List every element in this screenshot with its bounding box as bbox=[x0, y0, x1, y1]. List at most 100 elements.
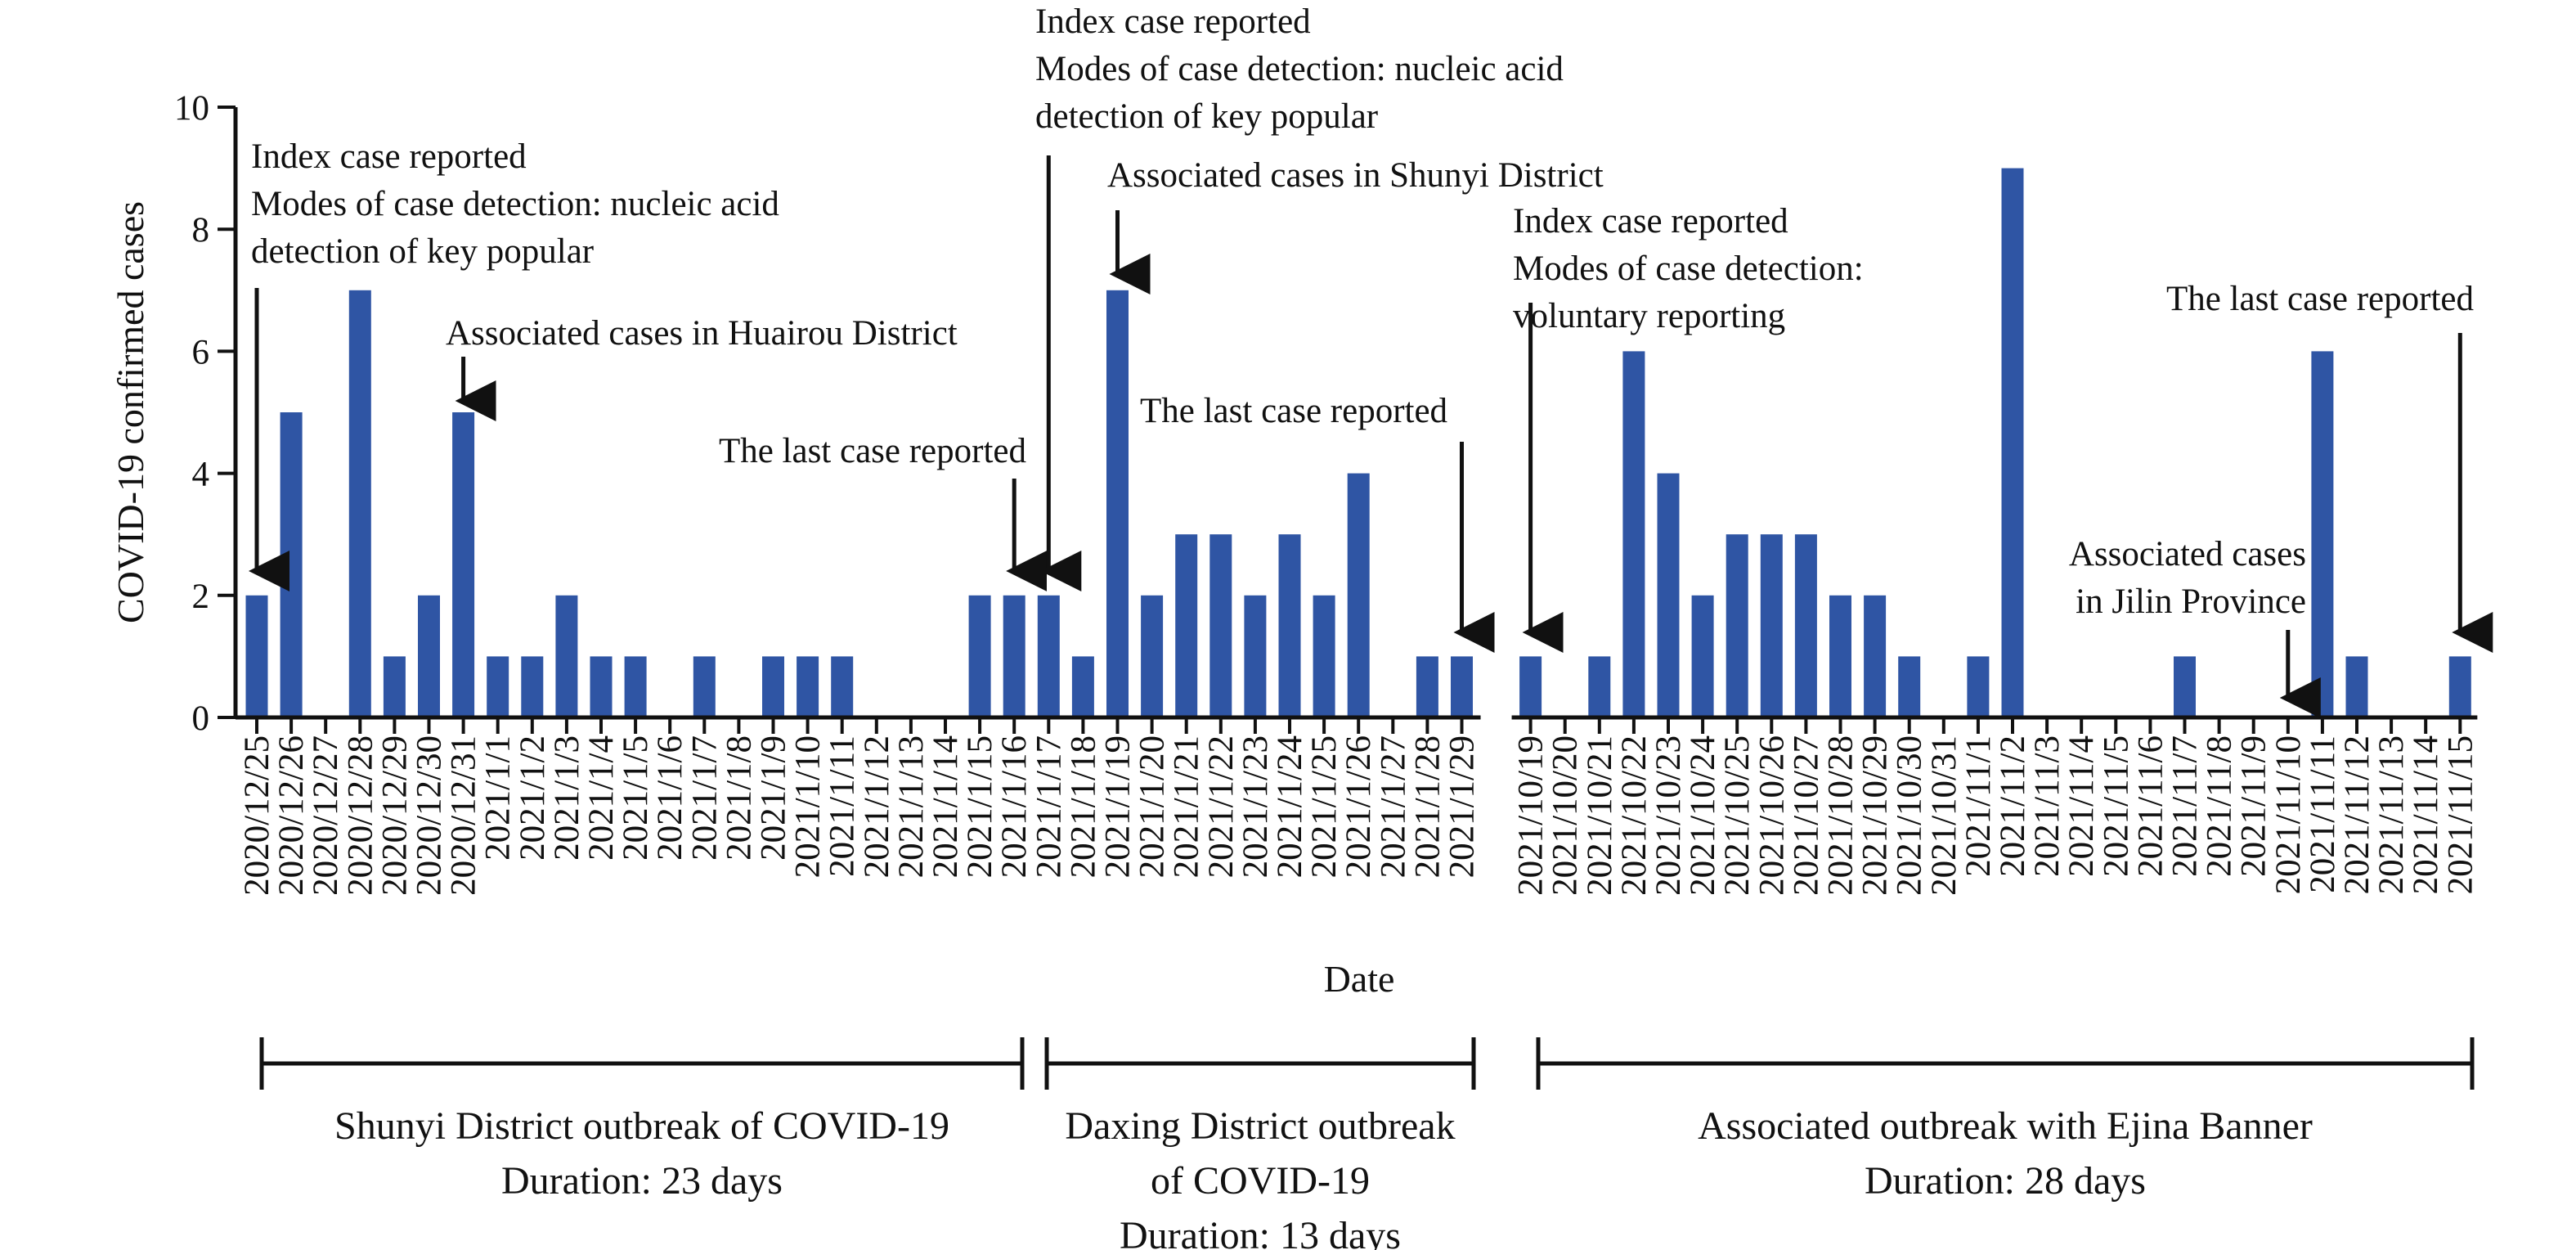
x-tick-label-2021/1/28: 2021/1/28 bbox=[1408, 735, 1447, 878]
bar-2021/11/12 bbox=[2345, 656, 2368, 717]
x-tick-label-2020/12/26: 2020/12/26 bbox=[272, 735, 311, 896]
x-tick-label-2020/12/25: 2020/12/25 bbox=[238, 735, 276, 896]
x-tick-label-2021/1/5: 2021/1/5 bbox=[617, 735, 655, 861]
x-tick-label-2021/1/20: 2021/1/20 bbox=[1133, 735, 1172, 878]
x-tick-label-2021/1/24: 2021/1/24 bbox=[1271, 735, 1309, 878]
bar-2021/1/26 bbox=[1347, 473, 1370, 717]
bar-2020/12/30 bbox=[418, 595, 440, 717]
bar-2021/10/29 bbox=[1864, 595, 1887, 717]
x-tick-label-2021/1/11: 2021/1/11 bbox=[824, 735, 862, 877]
x-tick-label-2021/1/8: 2021/1/8 bbox=[720, 735, 758, 861]
period-label-3-line-2: Duration: 28 days bbox=[1865, 1159, 2146, 1203]
bars-layer bbox=[245, 168, 2471, 718]
bar-2021/11/1 bbox=[1967, 656, 1990, 717]
annotations-layer: Index case reported Modes of case detecti… bbox=[249, 2, 2493, 718]
bar-2021/10/27 bbox=[1794, 534, 1817, 717]
x-tick-label-2021/1/16: 2021/1/16 bbox=[995, 735, 1034, 878]
annotation-8-line-2: in Jilin Province bbox=[2076, 582, 2306, 621]
x-tick-label-2021/11/14: 2021/11/14 bbox=[2407, 735, 2445, 894]
bar-2021/10/24 bbox=[1691, 595, 1714, 717]
x-tick-label-2021/1/1: 2021/1/1 bbox=[479, 735, 518, 861]
annotation-7-line-1: Index case reported bbox=[1513, 202, 1788, 241]
annotation-1-line-2: Modes of case detection: nucleic acid bbox=[251, 185, 779, 223]
x-tick-label-2021/1/19: 2021/1/19 bbox=[1099, 735, 1138, 878]
x-tick-label-2021/1/25: 2021/1/25 bbox=[1305, 735, 1344, 878]
period-label-3-line-1: Associated outbreak with Ejina Banner bbox=[1698, 1104, 2313, 1148]
x-tick-label-2021/11/8: 2021/11/8 bbox=[2201, 735, 2239, 877]
x-tick-label-2021/10/28: 2021/10/28 bbox=[1822, 735, 1860, 896]
period-label-2-line-2: of COVID-19 bbox=[1151, 1159, 1370, 1203]
bar-2021/1/3 bbox=[555, 595, 578, 717]
annotation-5: Associated cases in Shunyi District bbox=[1107, 156, 1604, 195]
bar-2021/10/25 bbox=[1726, 534, 1748, 717]
annotation-9-line-1: The last case reported bbox=[2166, 280, 2474, 318]
bar-2021/10/22 bbox=[1622, 351, 1645, 717]
annotation-4-line-2: Modes of case detection: nucleic acid bbox=[1035, 50, 1564, 88]
bar-2021/1/4 bbox=[590, 656, 613, 717]
annotation-4-line-3: detection of key popular bbox=[1035, 97, 1378, 136]
x-tick-label-2021/10/20: 2021/10/20 bbox=[1546, 735, 1585, 896]
x-tick-label-2021/1/27: 2021/1/27 bbox=[1374, 735, 1412, 878]
bar-2020/12/28 bbox=[348, 290, 371, 717]
x-tick-label-2021/1/26: 2021/1/26 bbox=[1340, 735, 1378, 878]
x-tick-label-2021/1/9: 2021/1/9 bbox=[755, 735, 793, 861]
x-tick-label-2021/11/2: 2021/11/2 bbox=[1994, 735, 2032, 877]
annotation-4: Index case reported Modes of case detecti… bbox=[1035, 2, 1564, 136]
bar-2021/1/16 bbox=[1003, 595, 1025, 717]
bar-2021/11/15 bbox=[2448, 656, 2471, 717]
x-tick-label-2021/10/22: 2021/10/22 bbox=[1615, 735, 1654, 896]
bar-2021/1/2 bbox=[521, 656, 544, 717]
x-tick-label-2021/1/17: 2021/1/17 bbox=[1030, 735, 1068, 878]
bar-2021/1/19 bbox=[1106, 290, 1129, 717]
x-tick-label-2021/10/21: 2021/10/21 bbox=[1581, 735, 1619, 896]
y-tick-label-4: 4 bbox=[192, 456, 210, 494]
bar-2021/1/9 bbox=[762, 656, 784, 717]
x-tick-label-2021/1/7: 2021/1/7 bbox=[685, 735, 724, 861]
x-axis-title: Date bbox=[1324, 958, 1395, 1000]
x-tick-label-2021/11/4: 2021/11/4 bbox=[2062, 735, 2101, 877]
bar-2020/12/25 bbox=[245, 595, 268, 717]
period-label-2-line-3: Duration: 13 days bbox=[1120, 1214, 1401, 1250]
bar-2021/1/1 bbox=[487, 656, 509, 717]
x-tick-label-2021/1/23: 2021/1/23 bbox=[1236, 735, 1275, 878]
bar-2021/11/2 bbox=[2001, 168, 2024, 718]
x-tick-label-2020/12/28: 2020/12/28 bbox=[341, 735, 379, 896]
bar-2021/1/21 bbox=[1175, 534, 1198, 717]
y-tick-label-0: 0 bbox=[192, 699, 210, 738]
x-tick-label-2021/10/24: 2021/10/24 bbox=[1684, 735, 1722, 896]
annotation-2: Associated cases in Huairou District bbox=[446, 314, 958, 353]
annotation-6-line-1: The last case reported bbox=[1140, 392, 1447, 430]
bar-2021/10/21 bbox=[1588, 656, 1611, 717]
annotation-6: The last case reported bbox=[1140, 392, 1447, 430]
bar-2021/11/11 bbox=[2311, 351, 2334, 717]
x-tick-label-2021/10/23: 2021/10/23 bbox=[1649, 735, 1688, 896]
x-tick-label-2021/1/22: 2021/1/22 bbox=[1202, 735, 1241, 878]
x-tick-label-2021/1/29: 2021/1/29 bbox=[1443, 735, 1482, 878]
bar-2021/10/28 bbox=[1829, 595, 1851, 717]
y-tick-label-6: 6 bbox=[192, 333, 210, 371]
annotation-3-line-1: The last case reported bbox=[719, 432, 1026, 470]
labels-layer: 02468102020/12/252020/12/262020/12/27202… bbox=[110, 89, 2480, 1000]
x-tick-label-2021/11/15: 2021/11/15 bbox=[2441, 735, 2480, 894]
bar-2021/1/17 bbox=[1037, 595, 1060, 717]
x-tick-label-2021/11/9: 2021/11/9 bbox=[2235, 735, 2273, 877]
bar-2021/1/24 bbox=[1278, 534, 1301, 717]
bar-2021/10/23 bbox=[1657, 473, 1680, 717]
x-tick-label-2021/10/31: 2021/10/31 bbox=[1925, 735, 1963, 896]
x-tick-label-2020/12/27: 2020/12/27 bbox=[307, 735, 345, 896]
annotation-1: Index case reported Modes of case detecti… bbox=[251, 137, 779, 271]
period-label-1-line-1: Shunyi District outbreak of COVID-19 bbox=[334, 1104, 949, 1148]
x-tick-label-2021/11/1: 2021/11/1 bbox=[1959, 735, 1998, 877]
x-tick-label-2021/1/15: 2021/1/15 bbox=[961, 735, 999, 878]
bar-2021/1/29 bbox=[1451, 656, 1473, 717]
y-tick-label-10: 10 bbox=[174, 89, 209, 128]
bar-2021/1/5 bbox=[624, 656, 647, 717]
annotation-8: Associated cases in Jilin Province bbox=[2069, 535, 2306, 621]
x-tick-label-2021/1/6: 2021/1/6 bbox=[651, 735, 689, 861]
bar-2020/12/29 bbox=[383, 656, 406, 717]
bar-2020/12/26 bbox=[280, 412, 303, 717]
x-tick-label-2021/1/18: 2021/1/18 bbox=[1064, 735, 1102, 878]
x-tick-label-2020/12/31: 2020/12/31 bbox=[445, 735, 483, 896]
annotation-9: The last case reported bbox=[2166, 280, 2474, 318]
